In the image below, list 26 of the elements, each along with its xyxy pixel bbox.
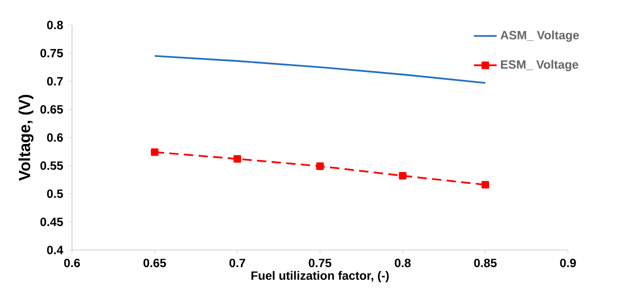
x-tick-label: 0.6 [64,258,80,268]
x-tick-label: 0.75 [308,258,332,268]
point [234,155,242,163]
point [150,148,158,156]
y-tick-label: 0.75 [40,48,63,58]
y-tick-label: 0.5 [47,189,63,198]
x-tick-label: 0.8 [394,258,411,268]
y-tick-label: 0.55 [40,161,63,170]
legend-label: ESM_ Voltage [501,60,578,72]
point [316,162,324,170]
legend-label: ASM_ Voltage [500,30,579,42]
y-tick-label: 0.6 [47,133,63,142]
y-tick-label: 0.7 [47,76,63,86]
x-tick-label: 0.7 [229,258,246,268]
y-axis-title: Voltage, (V) [18,94,34,181]
y-tick-label: 0.65 [40,105,63,114]
y-tick-label: 0.4 [47,246,64,254]
point [398,172,406,180]
y-tick-label: 0.45 [40,218,63,226]
x-axis-title: Fuel utilization factor, (-) [251,271,389,282]
line-series [154,55,486,84]
point [482,180,490,189]
y-tick-label: 0.8 [47,20,63,30]
x-tick-label: 0.85 [474,258,497,268]
x-tick-label: 0.65 [143,258,166,268]
x-tick-label: 0.9 [560,258,576,268]
